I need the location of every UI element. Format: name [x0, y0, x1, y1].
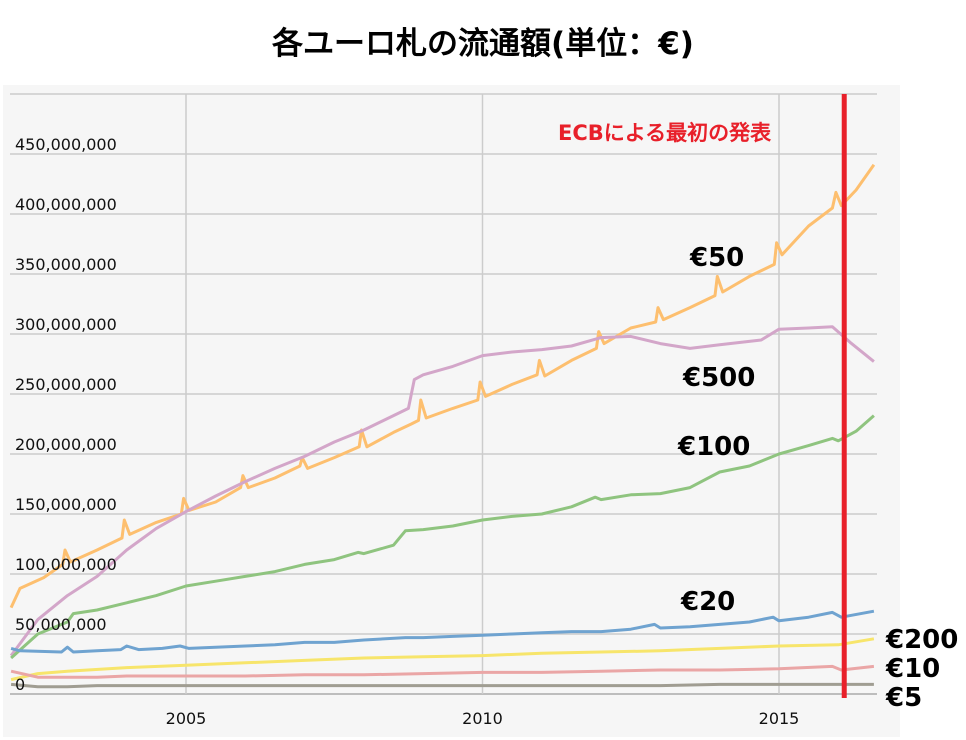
x-tick-label: 2010 — [462, 709, 503, 728]
x-tick-label: 2015 — [759, 709, 800, 728]
series-line-4 — [10, 637, 875, 682]
annotation-label: ECBによる最初の発表 — [558, 121, 772, 145]
x-tick-label: 2005 — [166, 709, 207, 728]
y-tick-label: 150,000,000 — [15, 495, 117, 514]
series-line-5 — [10, 664, 875, 679]
y-tick-label: 0 — [15, 675, 25, 694]
series-line-2 — [10, 414, 875, 660]
y-tick-label: 450,000,000 — [15, 135, 117, 154]
series-label: €20 — [680, 587, 735, 617]
series-label: €100 — [677, 432, 750, 462]
y-tick-label: 50,000,000 — [15, 615, 107, 634]
chart-title: 各ユーロ札の流通額(単位：€) — [272, 26, 694, 62]
series-line-0 — [9, 163, 876, 609]
series-label: €500 — [682, 363, 755, 393]
series-label: €200 — [885, 625, 958, 655]
y-tick-label: 100,000,000 — [15, 555, 117, 574]
plot-background — [3, 85, 900, 737]
y-tick-label: 300,000,000 — [15, 315, 117, 334]
series-label: €5 — [885, 683, 922, 713]
y-tick-label: 350,000,000 — [15, 255, 117, 274]
series-label: €10 — [885, 654, 940, 684]
y-tick-label: 250,000,000 — [15, 375, 117, 394]
series-line-6 — [10, 682, 874, 689]
y-tick-label: 200,000,000 — [15, 435, 117, 454]
series-line-3 — [10, 609, 875, 654]
y-tick-label: 400,000,000 — [15, 195, 117, 214]
series-label: €50 — [689, 243, 744, 273]
series-line-1 — [9, 325, 875, 657]
